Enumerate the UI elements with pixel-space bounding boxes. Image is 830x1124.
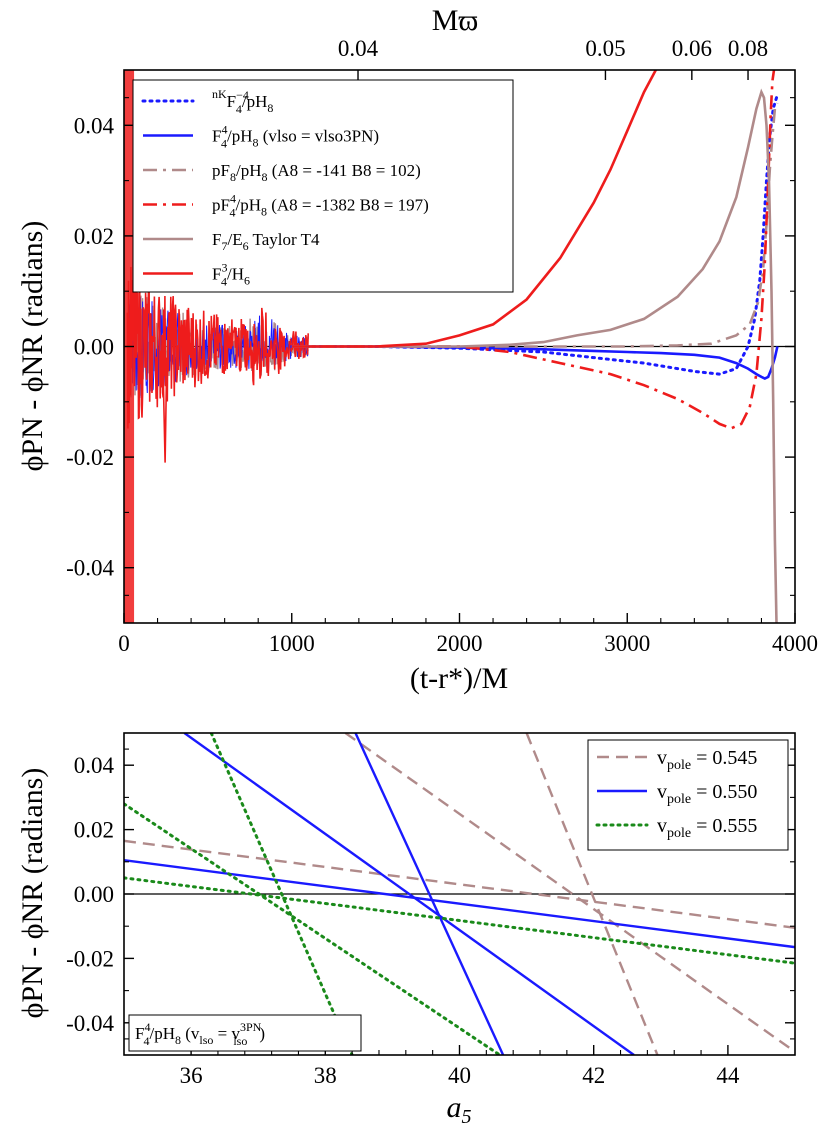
legend-box xyxy=(587,739,789,851)
legend-box xyxy=(132,79,514,293)
top-tick-label: 0.04 xyxy=(338,36,379,61)
y-tick-label: -0.04 xyxy=(66,556,114,581)
legend: vpole = 0.545 vpole = 0.550 vpole = 0.555 xyxy=(587,739,789,851)
series-1-line-0 xyxy=(124,858,795,949)
legend-label-1: F4 4/pH8 (vlso = vlso3PN) xyxy=(212,123,379,151)
x-axis-title: (t-r*)/M xyxy=(410,662,508,695)
series-line-4 xyxy=(291,88,778,623)
series-line-5 xyxy=(291,70,657,348)
series-1-line-1 xyxy=(183,733,635,1055)
series-0-line-0 xyxy=(124,839,795,930)
legend-label-5: F3 4/H6 xyxy=(212,261,250,289)
top-axis-title: Mϖ xyxy=(432,4,478,37)
legend-label-0: nKF−4 4/pH8 xyxy=(212,87,273,116)
series-line-3 xyxy=(291,70,776,430)
x-tick-label: 42 xyxy=(582,1063,605,1088)
y-tick-label: 0.00 xyxy=(74,335,114,360)
x-tick-label: 36 xyxy=(180,1063,203,1088)
series-2-line-1 xyxy=(124,802,502,1055)
y-tick-label: -0.02 xyxy=(66,445,114,470)
legend-label-1: vpole = 0.550 xyxy=(657,781,757,807)
x-tick-label: 3000 xyxy=(604,631,650,656)
series-line-2 xyxy=(291,102,779,348)
y-tick-label: 0.02 xyxy=(74,818,114,843)
legend-label-3: pF4 4/pH8 (A8 = -1382 B8 = 197) xyxy=(212,192,429,220)
x-tick-label: 40 xyxy=(448,1063,471,1088)
x-tick-label: 4000 xyxy=(772,631,818,656)
noise-series-red xyxy=(126,266,309,429)
top-panel: 0 1000 2000 3000 4000 -0.04 -0.02 0.00 0.02 0.04… xyxy=(16,4,818,695)
legend-label-0: vpole = 0.545 xyxy=(657,747,757,773)
legend-label-2: vpole = 0.555 xyxy=(657,815,757,841)
top-tick-label: 0.05 xyxy=(585,36,625,61)
x-tick-label: 1000 xyxy=(269,631,315,656)
x-tick-label: 2000 xyxy=(437,631,483,656)
x-axis-title: a5 xyxy=(447,1091,472,1124)
top-tick-label: 0.06 xyxy=(672,36,712,61)
series-0-line-1 xyxy=(344,733,795,1053)
legend-label-4: F7/E6 Taylor T4 xyxy=(212,230,320,253)
series-0-line-2 xyxy=(525,733,659,1055)
bottom-panel: 36 38 40 42 44 -0.04 -0.02 0.00 0.02 0.04 a5 ϕPN… xyxy=(16,732,796,1124)
y-tick-label: 0.04 xyxy=(74,113,115,138)
top-tick-label: 0.08 xyxy=(728,36,768,61)
y-tick-label: -0.02 xyxy=(66,946,114,971)
y-tick-label: 0.02 xyxy=(74,224,114,249)
series-1-line-2 xyxy=(354,733,505,1055)
noise-spike xyxy=(161,346,168,463)
x-tick-label: 38 xyxy=(314,1063,337,1088)
legend-label-2: pF8/pH8 (A8 = -141 B8 = 102) xyxy=(212,161,421,184)
y-tick-label: -0.04 xyxy=(66,1011,114,1036)
y-axis-title: ϕPN - ϕNR (radians) xyxy=(16,221,49,472)
x-tick-label: 44 xyxy=(716,1063,740,1088)
y-axis-title: ϕPN - ϕNR (radians) xyxy=(16,768,49,1019)
y-tick-label: 0.00 xyxy=(74,882,114,907)
legend: nKF−4 4/pH8 F4 4/pH8 (vlso = vlso3PN) pF8/pH… xyxy=(132,79,514,293)
annotation-text: F4 4/pH8 (vlso = v3PN lso) xyxy=(135,1020,265,1048)
annotation-box: F4 4/pH8 (vlso = v3PN lso) xyxy=(128,1014,362,1052)
series-2-line-0 xyxy=(124,876,795,965)
series-line-1 xyxy=(291,345,779,381)
series-2-line-2 xyxy=(209,733,354,1055)
x-tick-label: 0 xyxy=(118,631,130,656)
y-tick-label: 0.04 xyxy=(74,753,115,778)
